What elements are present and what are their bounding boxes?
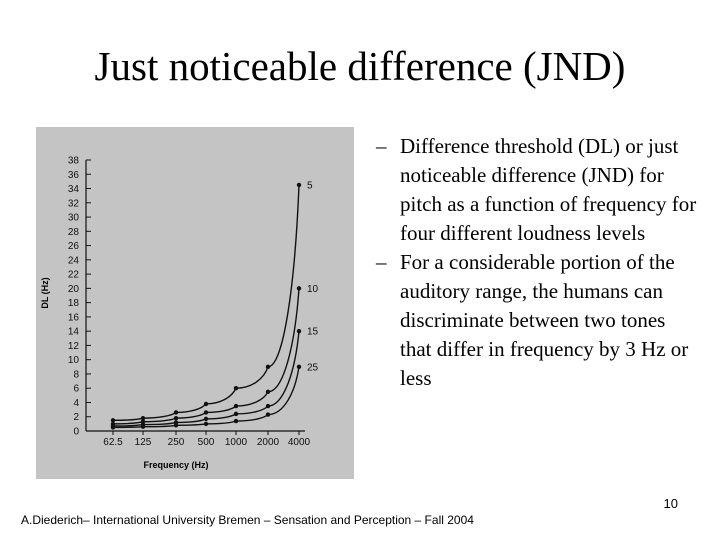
data-point xyxy=(203,416,209,422)
data-point xyxy=(110,418,116,423)
x-tick-label: 125 xyxy=(135,437,152,448)
x-tick-label: 500 xyxy=(198,437,215,448)
page-number: 10 xyxy=(663,496,678,511)
y-tick-label: 26 xyxy=(68,241,80,252)
bullet-text: Difference threshold (DL) or just notice… xyxy=(400,134,697,245)
data-point xyxy=(173,410,179,415)
x-tick-label: 62.5 xyxy=(103,437,123,448)
footer-text: A.Diederich– International University Br… xyxy=(21,513,474,527)
data-point xyxy=(265,389,271,394)
bullet-dash: – xyxy=(376,134,387,158)
y-tick-label: 36 xyxy=(68,170,80,181)
bullet-list: – Difference threshold (DL) or just noti… xyxy=(370,132,700,393)
data-point xyxy=(296,182,302,188)
data-point xyxy=(265,403,271,409)
x-tick-label: 4000 xyxy=(288,437,311,448)
slide-title: Just noticeable difference (JND) xyxy=(94,43,626,89)
data-point xyxy=(203,410,209,415)
bullet-item: – For a considerable portion of the audi… xyxy=(370,248,700,393)
series-label: 25 xyxy=(307,362,319,373)
data-point xyxy=(203,421,209,427)
y-tick-label: 10 xyxy=(68,355,80,366)
x-tick-label: 1000 xyxy=(225,437,248,448)
y-tick-label: 28 xyxy=(68,227,80,238)
y-tick-label: 18 xyxy=(68,298,80,309)
y-tick-label: 0 xyxy=(73,427,79,438)
y-tick-label: 22 xyxy=(68,270,80,281)
y-tick-label: 32 xyxy=(68,198,80,209)
bullet-item: – Difference threshold (DL) or just noti… xyxy=(370,132,700,248)
y-tick-label: 6 xyxy=(73,384,79,395)
data-point xyxy=(265,364,271,370)
x-tick-label: 2000 xyxy=(257,437,280,448)
data-point xyxy=(233,418,239,424)
data-point xyxy=(173,423,179,428)
data-point xyxy=(296,286,302,291)
y-tick-label: 30 xyxy=(68,213,80,224)
y-tick-label: 20 xyxy=(68,284,80,295)
data-point xyxy=(140,424,146,429)
data-point xyxy=(233,386,239,391)
data-point xyxy=(296,364,302,370)
bullet-dash: – xyxy=(376,250,387,274)
y-tick-label: 24 xyxy=(68,255,80,266)
y-tick-label: 4 xyxy=(73,398,79,409)
data-point xyxy=(173,415,179,421)
data-point xyxy=(296,328,302,334)
x-tick-label: 250 xyxy=(168,437,185,448)
data-point xyxy=(233,403,239,409)
x-axis-label: Frequency (Hz) xyxy=(143,460,208,470)
y-tick-label: 38 xyxy=(68,156,80,167)
data-point xyxy=(233,411,239,417)
data-point xyxy=(140,415,146,421)
y-tick-label: 12 xyxy=(68,341,80,352)
jnd-chart: 0 2 4 6 8 10 12 14 16 18 20 22 24 26 28 30 32 34 36 38 62.5 1… xyxy=(36,127,354,479)
series-label: 5 xyxy=(307,180,313,191)
data-point xyxy=(265,412,271,417)
y-tick-label: 16 xyxy=(68,312,80,323)
y-axis-label: DL (Hz) xyxy=(40,277,50,308)
data-point xyxy=(110,425,116,430)
series-label: 15 xyxy=(307,327,319,338)
bullet-text: For a considerable portion of the audito… xyxy=(400,250,689,390)
y-tick-label: 2 xyxy=(73,412,79,423)
y-tick-label: 14 xyxy=(68,327,80,338)
y-tick-label: 34 xyxy=(68,184,80,195)
series-label: 10 xyxy=(307,284,319,295)
y-tick-label: 8 xyxy=(73,369,79,380)
data-point xyxy=(203,401,209,407)
